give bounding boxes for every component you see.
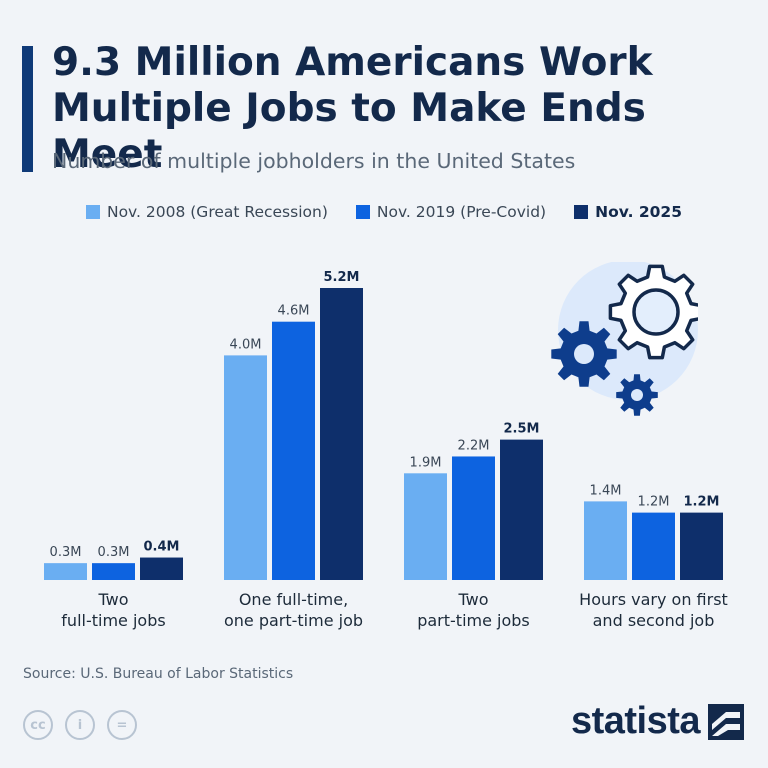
data-label-4-series-2: 1.2M: [638, 495, 670, 510]
bar-4-series-3: [680, 512, 723, 580]
gears-illustration: [551, 262, 698, 416]
statista-logo-icon: [708, 703, 744, 740]
bar-4-series-1: [584, 501, 627, 580]
data-label-3-series-3: 2.5M: [504, 422, 540, 437]
license-icons: cc i =: [23, 710, 137, 740]
bar-1-series-1: [44, 563, 87, 580]
chart-legend: Nov. 2008 (Great Recession) Nov. 2019 (P…: [0, 203, 768, 221]
category-label-2-line-2: one part-time job: [224, 611, 363, 630]
data-label-1-series-2: 0.3M: [98, 545, 130, 560]
legend-label-2019: Nov. 2019 (Pre-Covid): [376, 203, 547, 221]
category-label-4-line-2: and second job: [593, 611, 715, 630]
title-accent-bar: [22, 46, 33, 172]
category-label-1-line-2: full-time jobs: [61, 611, 165, 630]
cc-icon[interactable]: cc: [23, 710, 53, 740]
category-label-4-line-1: Hours vary on first: [579, 590, 728, 609]
bar-3-series-3: [500, 439, 543, 580]
small-gear-icon: [616, 374, 658, 416]
bar-2-series-1: [224, 355, 267, 580]
data-label-3-series-2: 2.2M: [458, 438, 490, 453]
data-label-4-series-1: 1.4M: [590, 483, 622, 498]
bar-2-series-2: [272, 321, 315, 580]
category-label-3-line-1: Two: [458, 590, 489, 609]
data-label-3-series-1: 1.9M: [410, 455, 442, 470]
page-title: 9.3 Million Americans Work Multiple Jobs…: [52, 40, 653, 177]
by-icon[interactable]: i: [65, 710, 95, 740]
category-label-1-line-1: Two: [98, 590, 129, 609]
legend-item-2008: Nov. 2008 (Great Recession): [85, 203, 328, 221]
data-label-1-series-1: 0.3M: [50, 545, 82, 560]
data-label-1-series-3: 0.4M: [144, 540, 180, 555]
legend-label-2008: Nov. 2008 (Great Recession): [106, 203, 328, 221]
statista-logo[interactable]: statista: [571, 700, 744, 743]
large-gear-icon: [608, 264, 698, 360]
bar-1-series-2: [92, 563, 135, 580]
category-label-3-line-2: part-time jobs: [417, 611, 530, 630]
legend-label-2025: Nov. 2025: [595, 203, 682, 221]
legend-item-2019: Nov. 2019 (Pre-Covid): [355, 203, 547, 221]
bar-3-series-2: [452, 456, 495, 580]
data-label-2-series-2: 4.6M: [278, 304, 310, 319]
bar-3-series-1: [404, 473, 447, 580]
bar-1-series-3: [140, 557, 183, 580]
legend-item-2025: Nov. 2025: [574, 203, 682, 221]
bars-layer: 0.3M 0.3M 0.4M Two full-time jobs 4.0M 4.6M 5.2…: [44, 270, 728, 630]
medium-gear-icon: [551, 321, 617, 387]
legend-swatch-2019: [355, 205, 370, 219]
statista-wordmark: statista: [570, 700, 701, 742]
bar-4-series-2: [632, 512, 675, 580]
nd-icon[interactable]: =: [107, 710, 137, 740]
page-subtitle: Number of multiple jobholders in the Uni…: [52, 149, 576, 173]
data-label-2-series-1: 4.0M: [230, 337, 262, 352]
source-note: Source: U.S. Bureau of Labor Statistics: [23, 666, 294, 682]
data-label-4-series-3: 1.2M: [684, 495, 720, 510]
data-label-2-series-3: 5.2M: [324, 270, 360, 285]
legend-swatch-2008: [85, 205, 100, 219]
legend-swatch-2025: [574, 205, 589, 219]
bar-2-series-3: [320, 288, 363, 580]
category-label-2-line-1: One full-time,: [239, 590, 348, 609]
